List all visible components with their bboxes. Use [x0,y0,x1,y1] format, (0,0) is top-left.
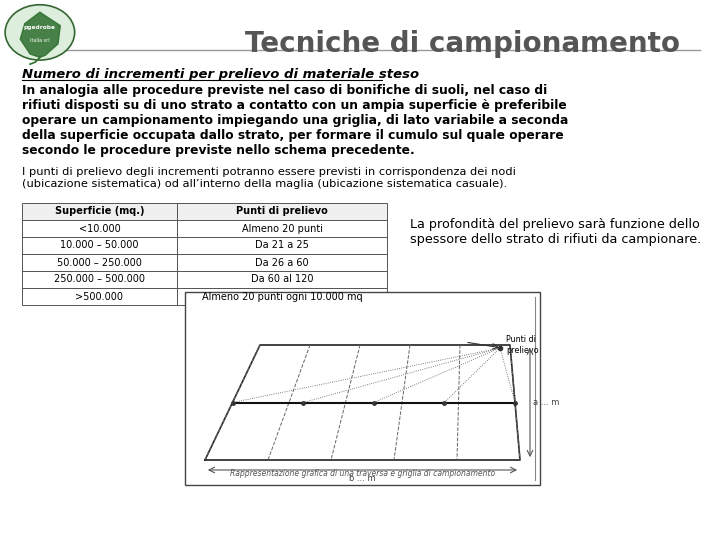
Text: La profondità del prelievo sarà funzione dello
spessore dello strato di rifiuti : La profondità del prelievo sarà funzione… [410,218,701,246]
Text: b ... m: b ... m [349,474,376,483]
Text: >500.000: >500.000 [76,292,124,301]
Text: 10.000 – 50.000: 10.000 – 50.000 [60,240,139,251]
Bar [177,254,387,271]
Text: 250.000 – 500.000: 250.000 – 500.000 [54,274,145,285]
Bar [185,292,540,485]
Text: 50.000 – 250.000: 50.000 – 250.000 [57,258,142,267]
Text: Da 60 al 120: Da 60 al 120 [251,274,313,285]
Text: Da 21 a 25: Da 21 a 25 [255,240,309,251]
Bar [177,203,387,220]
Text: a ... m: a ... m [533,398,559,407]
Bar [177,220,387,237]
Polygon shape [20,12,60,57]
Text: pgedrobe: pgedrobe [24,24,56,30]
Text: Punti di
prelievo: Punti di prelievo [506,335,539,355]
Bar [22,220,177,237]
Text: I punti di prelievo degli incrementi potranno essere previsti in corrispondenza : I punti di prelievo degli incrementi pot… [22,167,516,188]
Bar [22,203,177,220]
Bar [177,288,387,305]
Bar [22,271,177,288]
Text: Almeno 20 punti: Almeno 20 punti [241,224,323,233]
Text: Da 26 a 60: Da 26 a 60 [255,258,309,267]
Text: Numero di incrementi per prelievo di materiale steso: Numero di incrementi per prelievo di mat… [22,68,419,81]
Text: Tecniche di campionamento: Tecniche di campionamento [245,30,680,58]
Bar [177,237,387,254]
Bar [22,254,177,271]
Text: italia srl: italia srl [30,38,50,43]
Text: Punti di prelievo: Punti di prelievo [236,206,328,217]
Bar [22,237,177,254]
Bar [177,271,387,288]
Text: <10.000: <10.000 [78,224,120,233]
Bar [22,288,177,305]
Text: Rappresentazione grafica di una traversa e griglia di campionamento: Rappresentazione grafica di una traversa… [230,469,495,478]
Ellipse shape [5,5,75,60]
Text: Almeno 20 punti ogni 10.000 mq: Almeno 20 punti ogni 10.000 mq [202,292,362,301]
Text: In analogia alle procedure previste nel caso di bonifiche di suoli, nel caso di
: In analogia alle procedure previste nel … [22,84,568,157]
Text: Superficie (mq.): Superficie (mq.) [55,206,144,217]
